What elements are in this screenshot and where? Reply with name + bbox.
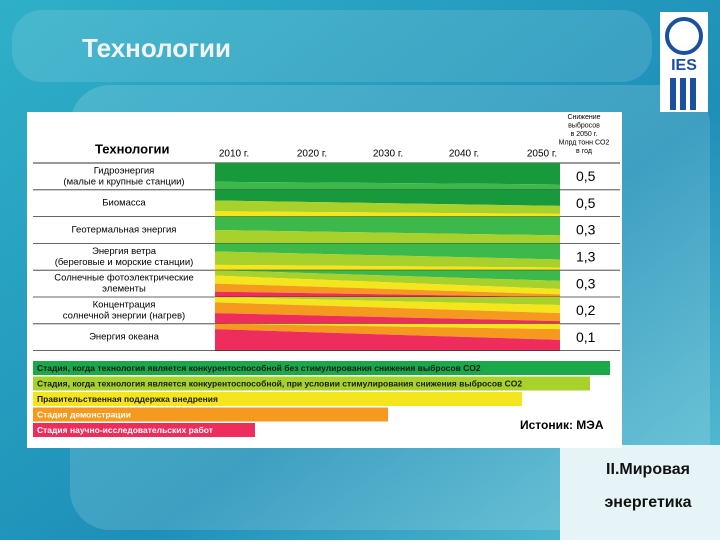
stage-band xyxy=(215,230,560,244)
legend-label: Стадия научно-исследовательских работ xyxy=(37,425,213,435)
year-label: 2040 г. xyxy=(449,149,479,160)
source: Истоник: МЭА xyxy=(520,418,604,432)
stage-band xyxy=(215,243,560,260)
legend-bar xyxy=(33,392,522,406)
stage-band xyxy=(215,302,560,322)
legend-label: Стадия, когда технология является конкур… xyxy=(37,363,481,373)
stage-band xyxy=(215,251,560,268)
stage-band xyxy=(215,313,560,324)
footer-panel xyxy=(560,445,720,540)
stage-band xyxy=(215,275,560,295)
reduction-value: 0,2 xyxy=(576,302,596,318)
year-label: 2020 г. xyxy=(297,149,327,160)
stage-band xyxy=(215,264,560,271)
legend-label: Правительственная поддержка внедрения xyxy=(37,394,218,404)
technology-label: Солнечные фотоэлектрические xyxy=(54,273,193,284)
stage-band xyxy=(215,189,560,206)
reduction-value: 0,3 xyxy=(576,275,596,291)
logo: IES xyxy=(660,12,708,112)
slide-title: Технологии xyxy=(82,33,231,63)
stage-band xyxy=(215,283,560,297)
legend-label: Стадия демонстрации xyxy=(37,409,131,419)
year-label: 2010 г. xyxy=(219,149,249,160)
year-label: 2030 г. xyxy=(373,149,403,160)
decor xyxy=(12,10,652,82)
footer-text: II.Мировая xyxy=(606,461,690,478)
technology-label: (береговые и морские станции) xyxy=(55,257,194,268)
reduction-value: 0,3 xyxy=(576,222,596,238)
legend-bar xyxy=(33,423,255,437)
year-label: 2050 г. xyxy=(527,149,557,160)
footer-text: энергетика xyxy=(604,494,691,511)
stage-band xyxy=(215,323,560,340)
legend-bar xyxy=(33,376,590,391)
technology-label: Биомасса xyxy=(102,198,146,209)
technology-label: (малые и крупные станции) xyxy=(63,176,184,187)
technology-label: солнечной энергии (нагрев) xyxy=(63,310,185,321)
stage-band xyxy=(215,211,560,217)
legend-label: Стадия, когда технология является конкур… xyxy=(37,378,522,388)
stage-band xyxy=(215,270,560,281)
stage-band xyxy=(215,329,560,351)
stage-band xyxy=(215,297,560,314)
value-header: в 2050 г. xyxy=(571,131,598,138)
table-title: Технологии xyxy=(95,141,169,156)
value-header: Снижение xyxy=(567,114,600,121)
technology-label: Энергия ветра xyxy=(92,246,157,257)
technology-label: элементы xyxy=(102,284,146,295)
stage-band xyxy=(215,216,560,236)
value-header: выбросов xyxy=(568,121,600,129)
value-header: в год xyxy=(576,148,592,155)
value-header: Млрд тонн CO2 xyxy=(559,139,610,146)
stage-band xyxy=(215,181,560,190)
technology-label: Энергия океана xyxy=(89,332,160,343)
roadmap: Технологии 2010 г. 2020 г. 2030 г. 2040 г. 20… xyxy=(33,114,620,437)
reduction-value: 0,5 xyxy=(576,168,596,184)
reduction-value: 0,5 xyxy=(576,195,596,211)
technology-label: Геотермальная энергия xyxy=(72,225,177,236)
stage-band xyxy=(215,291,560,297)
stage-band xyxy=(215,200,560,214)
reduction-value: 0,1 xyxy=(576,329,596,345)
legend-bar xyxy=(33,361,610,375)
legend-bar xyxy=(33,407,388,422)
stage-band xyxy=(215,163,560,185)
stage-band xyxy=(215,270,560,289)
logo-text: IES xyxy=(671,57,697,74)
technology-label: Гидроэнергия xyxy=(94,165,155,176)
stage-band xyxy=(215,323,560,330)
reduction-value: 1,3 xyxy=(576,249,596,265)
stage-band xyxy=(215,297,560,306)
technology-label: Концентрация xyxy=(93,299,156,310)
